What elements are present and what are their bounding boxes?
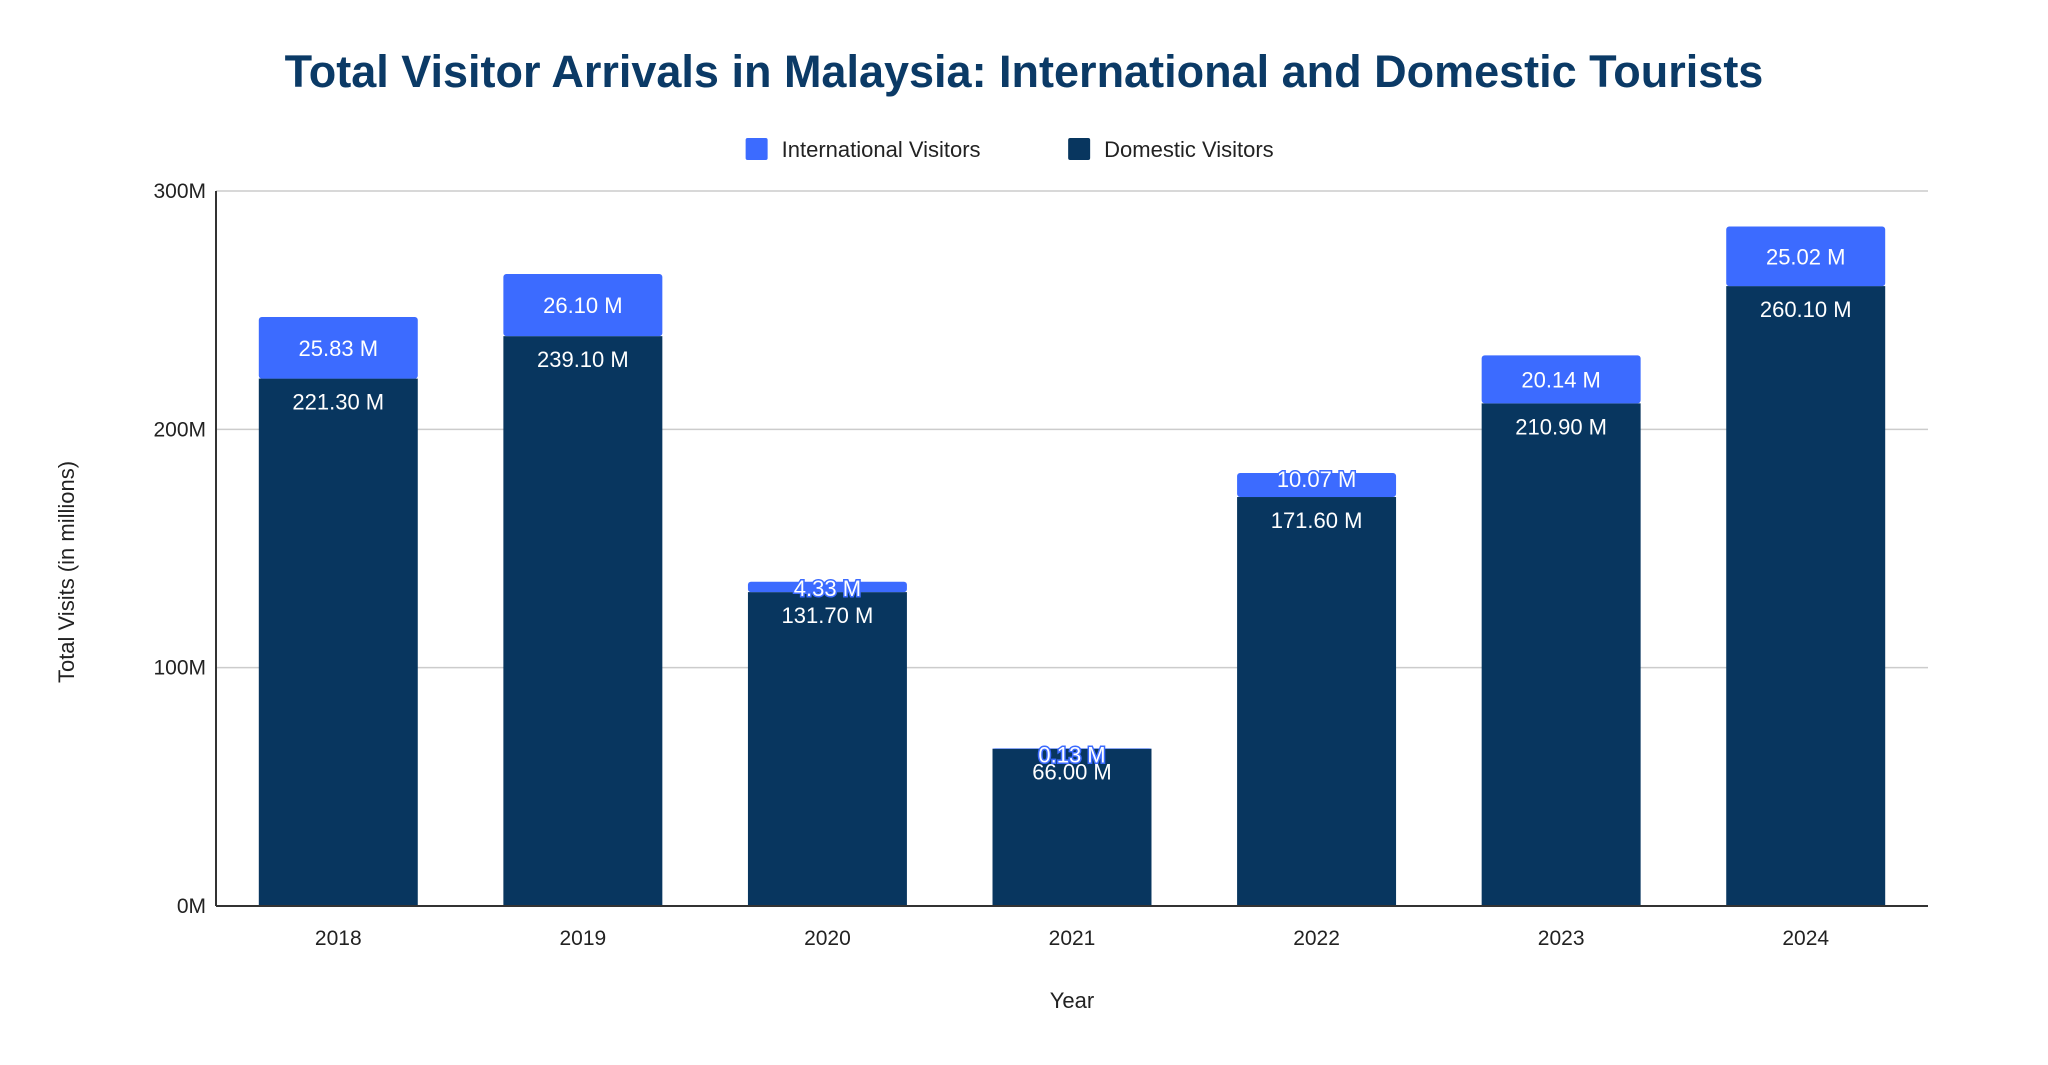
data-label: 171.60 M [1271, 508, 1363, 533]
bar-international-2024 [1726, 226, 1886, 287]
legend-swatch [1068, 138, 1091, 160]
bar-labels: 221.30 M 25.83 M 239.10 M 26.10 M 131.70 M4.… [292, 244, 1851, 784]
data-label: 221.30 M [292, 390, 384, 415]
y-tick-label: 0M [177, 895, 206, 918]
data-label: 0.13 M [1038, 742, 1105, 767]
chart-title: Total Visitor Arrivals in Malaysia: Inte… [285, 46, 1764, 97]
x-tick-label: 2022 [1293, 927, 1340, 950]
data-label: 20.14 M [1521, 367, 1601, 392]
bar-international-2023 [1481, 355, 1641, 404]
legend: International Visitors Domestic Visitors [745, 137, 1274, 162]
x-tick-label: 2023 [1538, 927, 1585, 950]
y-axis-title: Total Visits (in millions) [54, 461, 79, 683]
data-label: 210.90 M [1515, 414, 1607, 439]
x-tick-label: 2020 [804, 927, 851, 950]
bar-domestic-2019 [503, 336, 663, 906]
y-tick-label: 100M [153, 657, 206, 680]
data-label: 26.10 M [543, 293, 623, 318]
gridlines [216, 190, 1928, 669]
data-label: 10.07 M [1277, 467, 1357, 492]
data-label: 239.10 M [537, 347, 629, 372]
legend-swatch [745, 138, 768, 160]
data-label: 260.10 M [1760, 297, 1852, 322]
data-label: 4.33 M [794, 576, 861, 601]
data-label: 66.00 M [1032, 760, 1112, 785]
bars [258, 226, 1886, 907]
bar-domestic-2024 [1726, 286, 1886, 907]
bar-domestic-2021 [992, 748, 1152, 906]
bar-domestic-2018 [258, 378, 418, 906]
bar-international-2019 [503, 273, 663, 337]
x-tick-label: 2021 [1049, 927, 1096, 950]
bar-international-2022 [1237, 473, 1397, 498]
data-label: 131.70 M [782, 603, 874, 628]
data-label: 25.02 M [1766, 244, 1846, 269]
x-axis-title: Year [1050, 988, 1094, 1013]
data-label: 25.83 M [299, 336, 379, 361]
bar-domestic-2023 [1481, 403, 1641, 906]
y-tick-label: 300M [153, 180, 206, 203]
legend-label: Domestic Visitors [1104, 137, 1274, 162]
y-tick-label: 200M [153, 418, 206, 441]
x-tick-label: 2019 [559, 927, 606, 950]
bar-international-2021 [992, 748, 1152, 749]
bar-international-2020 [747, 581, 907, 593]
bar-domestic-2020 [747, 592, 907, 906]
x-tick-label: 2024 [1782, 927, 1829, 950]
bar-international-2018 [258, 317, 418, 379]
legend-label: International Visitors [782, 137, 981, 162]
y-axis-ticks: 0M 100M 200M 300M [153, 180, 206, 918]
x-axis-ticks: 2018 2019 2020 2021 2022 2023 2024 [315, 927, 1829, 950]
x-tick-label: 2018 [315, 927, 362, 950]
bar-domestic-2022 [1237, 497, 1397, 906]
